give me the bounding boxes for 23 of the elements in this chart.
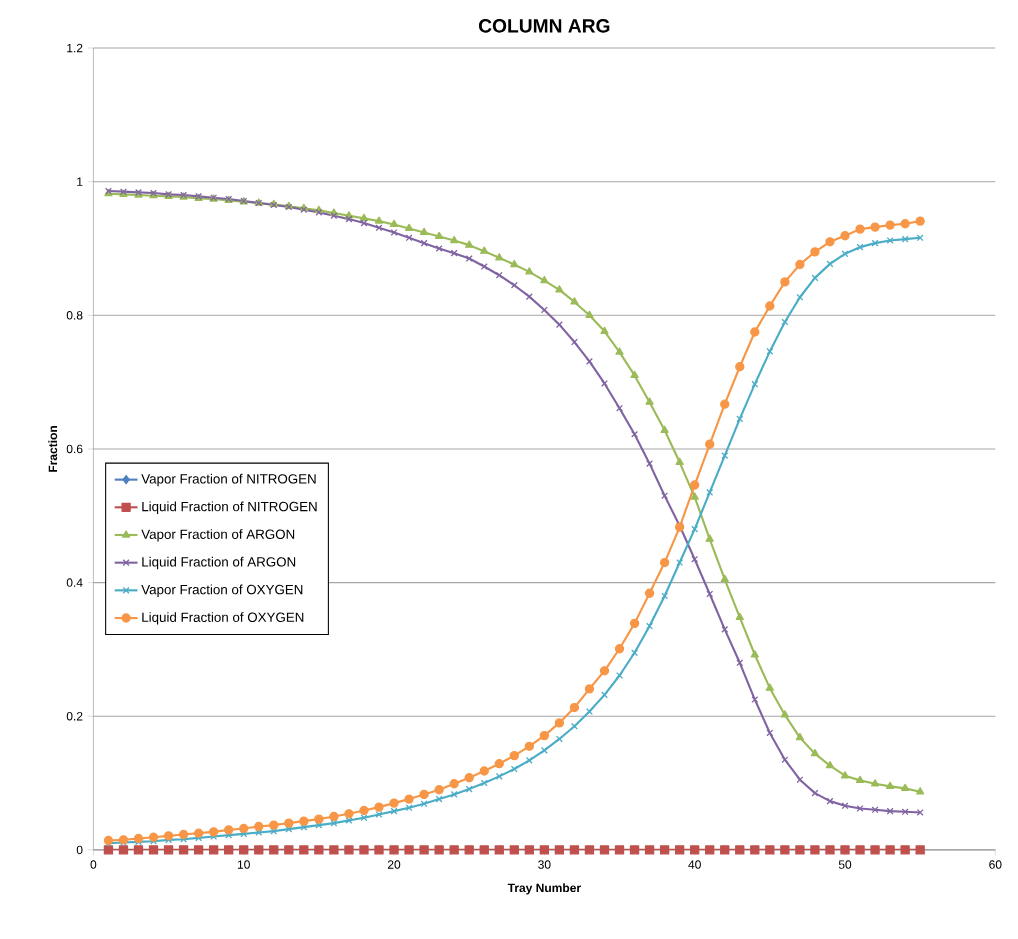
- y-tick-label: 0.2: [66, 711, 83, 721]
- x-tick-label: 60: [989, 860, 1002, 869]
- legend-label: Vapor Fraction of NITROGEN: [141, 473, 316, 487]
- x-axis-title: Tray Number: [507, 883, 581, 895]
- x-tick-label: 50: [838, 860, 852, 869]
- y-axis-title: Fraction: [48, 425, 58, 472]
- legend-label: Liquid Fraction of ARGON: [142, 556, 296, 570]
- y-tick-label: 0.6: [66, 444, 83, 454]
- y-tick-label: 0.8: [66, 310, 83, 320]
- legend-label: Liquid Fraction of OXYGEN: [142, 612, 304, 625]
- x-tick-label: 10: [237, 860, 250, 869]
- chart-title: COLUMN ARG: [478, 18, 610, 33]
- x-tick-label: 40: [688, 860, 701, 869]
- y-tick-label: 0.4: [66, 578, 83, 587]
- y-tick-label: 1: [77, 177, 83, 186]
- legend-label: Vapor Fraction of OXYGEN: [141, 584, 303, 597]
- y-tick-label: 1.2: [67, 43, 83, 53]
- x-tick-label: 20: [387, 860, 401, 869]
- y-tick-label: 0: [76, 845, 83, 855]
- x-tick-label: 30: [538, 860, 551, 869]
- legend-label: Vapor Fraction of ARGON: [141, 529, 295, 542]
- legend-label: Liquid Fraction of NITROGEN: [142, 501, 317, 514]
- x-tick-label: 0: [90, 860, 97, 869]
